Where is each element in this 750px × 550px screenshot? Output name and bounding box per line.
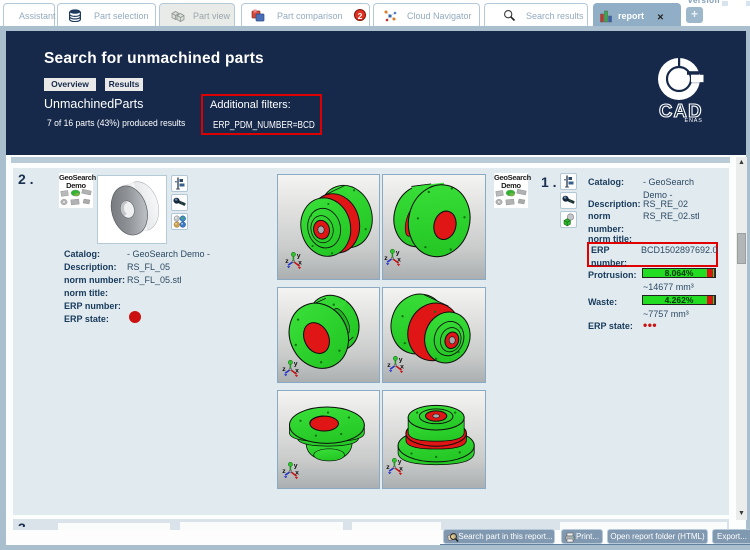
svg-text:z: z	[384, 255, 388, 262]
svg-text:y: y	[399, 356, 403, 363]
svg-text:ENAS: ENAS	[685, 118, 703, 124]
svg-text:y: y	[294, 462, 298, 469]
svg-text:x: x	[400, 364, 404, 371]
svg-text:x: x	[295, 368, 299, 375]
svg-text:y: y	[297, 252, 301, 259]
svg-text:y: y	[398, 458, 402, 465]
svg-text:z: z	[282, 366, 286, 373]
svg-text:y: y	[396, 249, 400, 256]
svg-text:x: x	[399, 466, 403, 473]
svg-text:y: y	[294, 360, 298, 367]
svg-text:x: x	[397, 257, 401, 264]
svg-text:x: x	[295, 470, 299, 477]
svg-text:z: z	[282, 468, 286, 475]
svg-text:CAD: CAD	[659, 100, 703, 121]
svg-text:x: x	[298, 260, 302, 267]
svg-text:z: z	[386, 464, 390, 471]
svg-text:z: z	[285, 258, 289, 265]
svg-text:z: z	[387, 362, 391, 369]
